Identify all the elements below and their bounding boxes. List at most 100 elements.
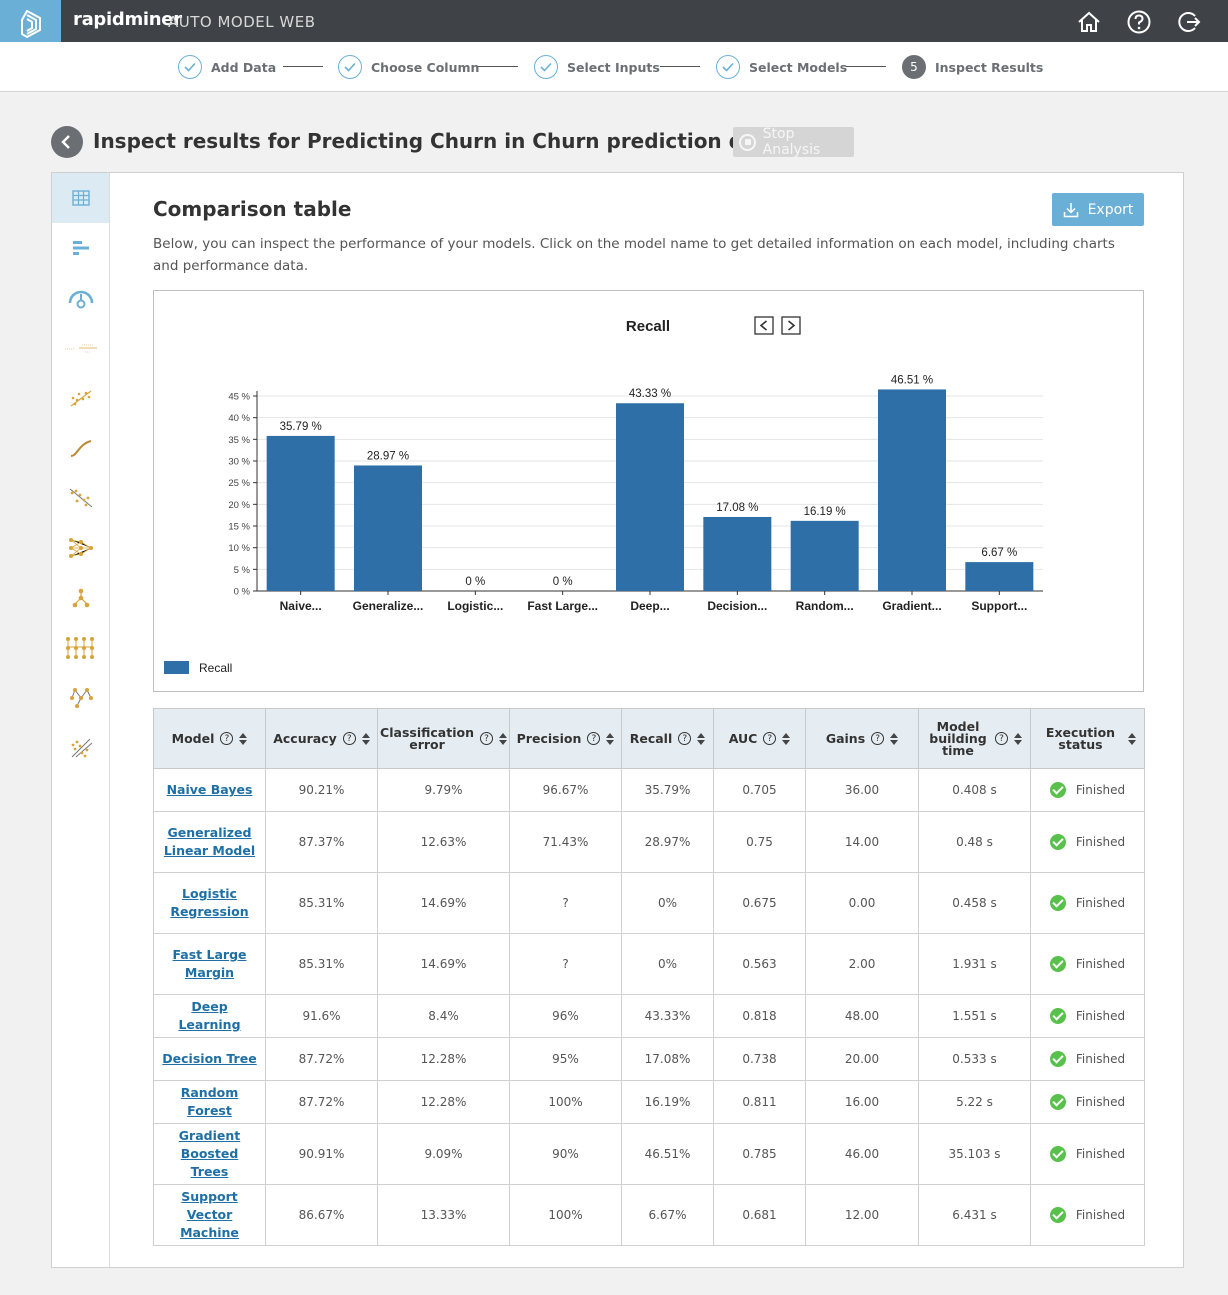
- step-inspect-results[interactable]: 5 Inspect Results: [902, 55, 1043, 79]
- sidebar-item-performance[interactable]: [52, 273, 109, 323]
- precision-cell: ?: [509, 933, 622, 995]
- column-header[interactable]: AUC?: [713, 708, 806, 769]
- sort-icon[interactable]: [890, 732, 899, 745]
- step-choose-column[interactable]: Choose Column: [338, 55, 479, 79]
- column-header[interactable]: Gains?: [805, 708, 919, 769]
- help-icon[interactable]: ?: [479, 732, 493, 745]
- model-link[interactable]: Gradient Boosted Trees: [178, 1128, 241, 1179]
- help-icon[interactable]: [1126, 9, 1152, 35]
- top-bar: rapidminer AUTO MODEL WEB: [0, 0, 1228, 42]
- sidebar-item-gbt[interactable]: [52, 673, 109, 723]
- sidebar-item-forest[interactable]: [52, 623, 109, 673]
- sort-icon[interactable]: [1128, 732, 1136, 745]
- chart-next-button[interactable]: [781, 316, 801, 335]
- precision-cell: 96.67%: [509, 768, 622, 812]
- column-header[interactable]: Execution status: [1030, 708, 1145, 769]
- chart-title: Recall: [626, 318, 670, 335]
- auc-cell: 0.75: [713, 811, 806, 873]
- logo-block: [0, 0, 61, 42]
- recall-cell: 17.08%: [621, 1037, 714, 1081]
- table-row: Logistic Regression 85.31% 14.69%? 0% 0.675 0…: [153, 872, 1145, 934]
- step-select-inputs[interactable]: Select Inputs: [534, 55, 660, 79]
- sort-asc-icon: [239, 732, 248, 738]
- y-tick-label: 45 %: [228, 392, 250, 403]
- bar-list-icon: [72, 241, 89, 255]
- model-link[interactable]: Decision Tree: [162, 1051, 257, 1066]
- sort-asc-icon: [361, 732, 370, 738]
- sort-asc-icon: [782, 732, 791, 738]
- column-header-label: Execution status: [1045, 724, 1116, 752]
- sort-icon[interactable]: [1014, 732, 1022, 745]
- export-button[interactable]: Export: [1052, 193, 1144, 226]
- y-tick-label: 5 %: [234, 565, 251, 576]
- column-header[interactable]: Precision?: [509, 708, 622, 769]
- status-badge: Finished: [1031, 1008, 1144, 1024]
- model-link[interactable]: Random Forest: [180, 1085, 239, 1118]
- sort-icon[interactable]: [782, 732, 791, 745]
- model-link[interactable]: Support Vector Machine: [180, 1189, 239, 1240]
- sort-icon[interactable]: [239, 732, 248, 745]
- back-button[interactable]: [51, 126, 83, 158]
- recall-chart: Recall 0 % 5 % 10 % 15 % 20 % 25 % 30 % 35 % 40 %…: [153, 290, 1144, 692]
- sidebar-item-comparison-table[interactable]: [52, 173, 109, 223]
- status-cell: Finished: [1030, 1123, 1145, 1185]
- model-link[interactable]: Fast Large Margin: [172, 947, 247, 980]
- sidebar-item-curve[interactable]: [52, 423, 109, 473]
- help-icon[interactable]: ?: [220, 732, 234, 745]
- column-header-label: Recall: [629, 730, 673, 746]
- sidebar-item-tree[interactable]: [52, 573, 109, 623]
- model-cell: Deep Learning: [153, 994, 266, 1038]
- model-link[interactable]: Generalized Linear Model: [163, 825, 256, 858]
- accuracy-cell: 87.72%: [265, 1037, 378, 1081]
- help-icon[interactable]: ?: [763, 732, 777, 745]
- chart-bar: [790, 520, 859, 591]
- precision-cell: 100%: [509, 1080, 622, 1124]
- column-header[interactable]: Classification error?: [377, 708, 510, 769]
- svm-icon: [71, 738, 92, 758]
- help-icon[interactable]: ?: [342, 732, 356, 745]
- sidebar-item-svm[interactable]: [52, 723, 109, 773]
- model-link[interactable]: Deep Learning: [178, 999, 241, 1032]
- gains-cell: 14.00: [805, 811, 919, 873]
- sort-icon[interactable]: [498, 732, 507, 745]
- auc-cell: 0.811: [713, 1080, 806, 1124]
- table-row: Decision Tree 87.72% 12.28% 95% 17.08% 0.738 2…: [153, 1037, 1145, 1081]
- model-link[interactable]: Naive Bayes: [166, 782, 253, 797]
- sort-icon[interactable]: [697, 732, 706, 745]
- sidebar-item-scatter[interactable]: [52, 373, 109, 423]
- home-icon[interactable]: [1076, 9, 1102, 35]
- sidebar-item-neural-net[interactable]: [52, 523, 109, 573]
- step-label: Inspect Results: [935, 59, 1044, 75]
- time-cell: 0.408 s: [918, 768, 1031, 812]
- chart-prev-button[interactable]: [754, 316, 774, 335]
- gauge-icon: [68, 290, 93, 309]
- auc-cell: 0.681: [713, 1184, 806, 1246]
- sort-icon[interactable]: [606, 732, 615, 745]
- help-icon[interactable]: ?: [678, 732, 692, 745]
- sidebar-item-predictions[interactable]: [52, 473, 109, 523]
- help-icon[interactable]: ?: [995, 732, 1008, 745]
- model-cell: Random Forest: [153, 1080, 266, 1124]
- step-add-data[interactable]: Add Data: [178, 55, 276, 79]
- logout-icon[interactable]: [1176, 9, 1202, 35]
- sidebar-item-weights[interactable]: [52, 223, 109, 273]
- status-cell: Finished: [1030, 872, 1145, 934]
- model-link[interactable]: Logistic Regression: [170, 886, 249, 919]
- help-icon[interactable]: ?: [871, 732, 885, 745]
- column-header[interactable]: Accuracy?: [265, 708, 378, 769]
- stop-analysis-button[interactable]: Stop Analysis: [733, 126, 854, 158]
- x-tick-label: Generalize...: [353, 599, 424, 613]
- sort-desc-icon: [606, 739, 615, 745]
- sidebar-item-formula[interactable]: [52, 323, 109, 373]
- status-label: Finished: [1075, 1208, 1126, 1222]
- auc-cell: 0.675: [713, 872, 806, 934]
- step-select-models[interactable]: Select Models: [716, 55, 847, 79]
- column-header[interactable]: Model?: [153, 708, 266, 769]
- gains-cell: 12.00: [805, 1184, 919, 1246]
- column-header[interactable]: Model building time?: [918, 708, 1031, 769]
- column-header[interactable]: Recall?: [621, 708, 714, 769]
- status-label: Finished: [1075, 1052, 1126, 1066]
- gains-cell: 0.00: [805, 872, 919, 934]
- sort-icon[interactable]: [361, 732, 370, 745]
- help-icon[interactable]: ?: [587, 732, 601, 745]
